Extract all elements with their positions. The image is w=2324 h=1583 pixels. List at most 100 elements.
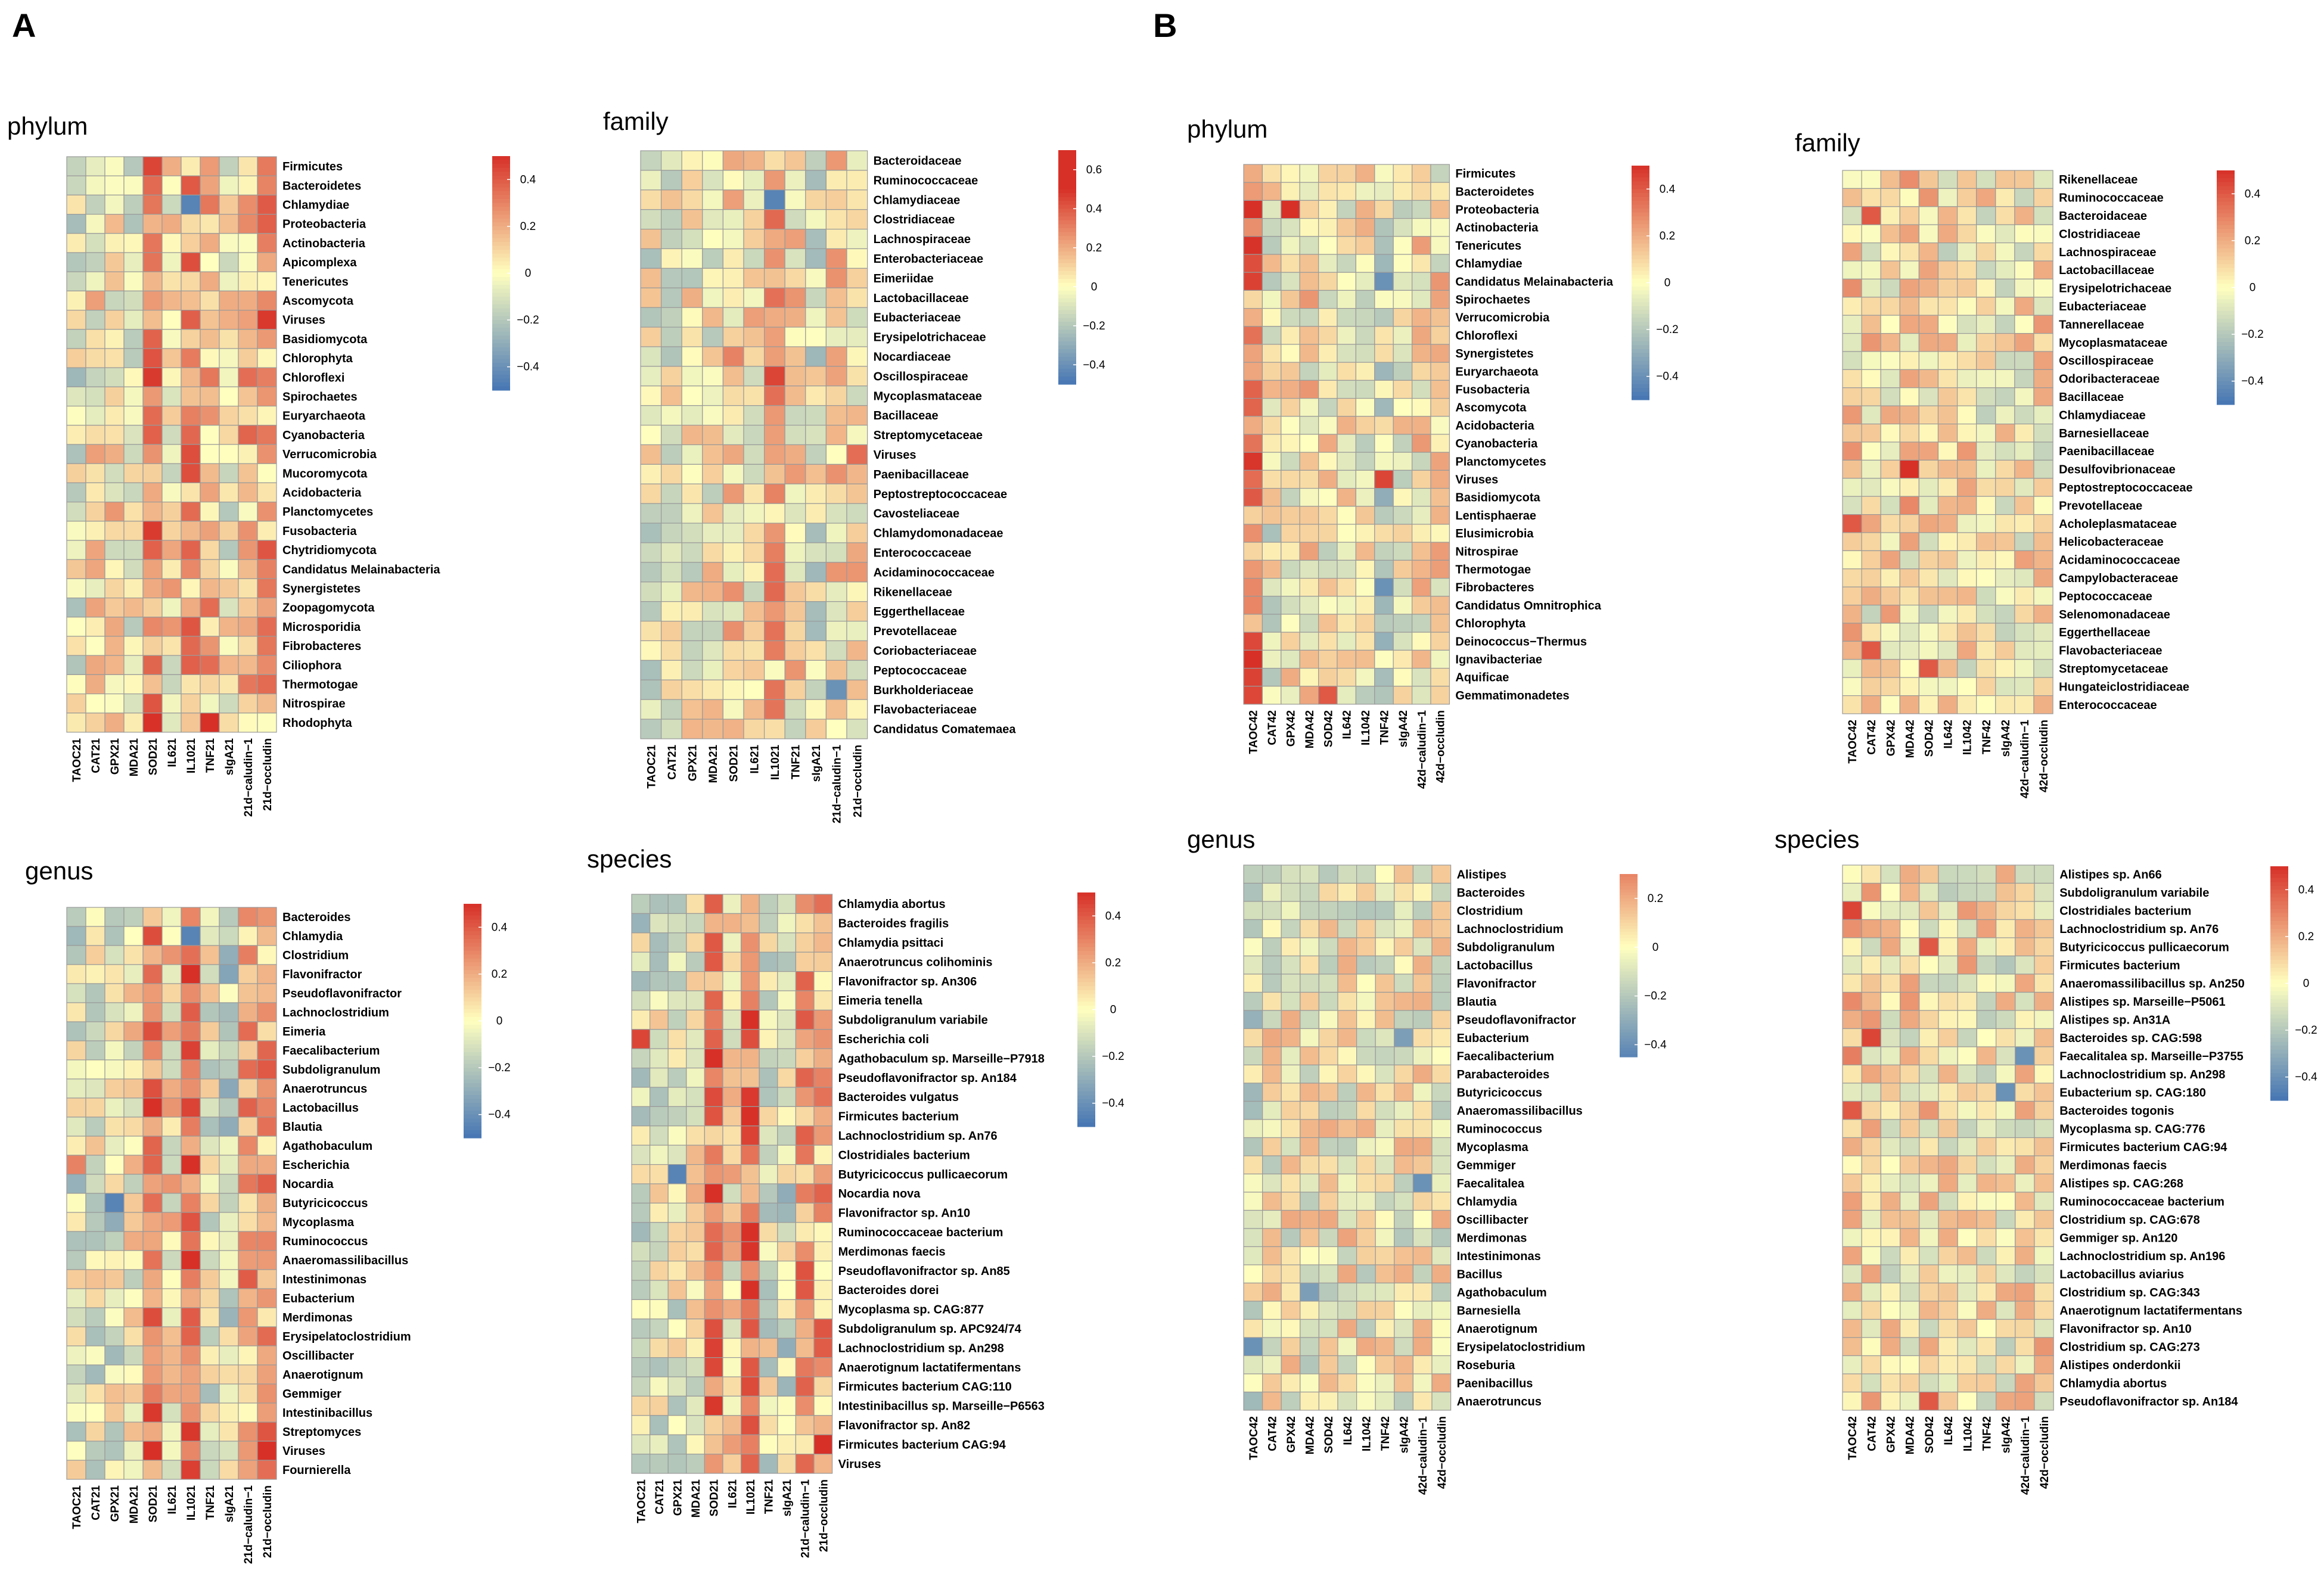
heatmap-cell <box>1995 532 2015 551</box>
legend-swatch <box>2270 999 2288 1003</box>
heatmap-cell <box>649 1087 669 1108</box>
legend-swatch <box>1632 360 1649 365</box>
heatmap-cell <box>722 679 744 700</box>
heatmap-cell <box>722 1087 742 1108</box>
heatmap-cell <box>142 1269 163 1289</box>
heatmap-cell <box>1281 577 1300 597</box>
column-label: 42d−caludin−1 <box>1417 1416 1430 1495</box>
heatmap-cell <box>1337 559 1356 579</box>
heatmap-cell <box>181 309 201 330</box>
heatmap-cell <box>667 1299 687 1320</box>
heatmap-cell <box>1919 1119 1939 1139</box>
legend-swatch <box>492 238 510 242</box>
heatmap-cell <box>759 1376 778 1397</box>
heatmap-cell <box>1880 1155 1901 1175</box>
heatmap-cell <box>181 926 201 946</box>
legend-tick-label: 0.2 <box>520 220 536 233</box>
row-label: Bacteroidetes <box>282 179 361 192</box>
heatmap-cell <box>1375 1046 1395 1066</box>
legend-swatch <box>1632 263 1649 268</box>
legend-swatch <box>464 1111 481 1115</box>
legend-tick-label: −0.4 <box>2295 1071 2317 1084</box>
heatmap-cell <box>1262 1192 1282 1211</box>
column-label: MDA42 <box>1304 1416 1317 1454</box>
heatmap-cell <box>1900 1173 1920 1193</box>
column-label: IL642 <box>1341 710 1354 739</box>
row-label: Basidiomycota <box>1455 492 1540 505</box>
legend-tick-label: −0.2 <box>488 1062 511 1074</box>
legend-swatch <box>1632 310 1649 315</box>
legend-swatch <box>492 210 510 215</box>
heatmap-cell <box>257 597 277 618</box>
heatmap-cell <box>1919 1246 1939 1265</box>
heatmap-cell <box>1430 307 1450 327</box>
heatmap-cell <box>1337 1391 1357 1411</box>
legend-swatch <box>492 183 510 188</box>
heatmap-cell <box>640 150 662 171</box>
heatmap-cell <box>1919 1373 1939 1393</box>
heatmap-cell <box>1937 640 1958 660</box>
heatmap-cell <box>1318 882 1338 902</box>
legend-swatch <box>464 1036 481 1041</box>
heatmap-cell <box>1880 1264 1901 1284</box>
heatmap-cell <box>66 271 86 292</box>
heatmap-cell <box>2015 1173 2035 1193</box>
heatmap-cell <box>1299 434 1319 453</box>
legend-swatch <box>2270 1077 2288 1081</box>
heatmap-cell <box>200 386 220 407</box>
column-label: TAOC21 <box>635 1479 648 1523</box>
legend-swatch <box>1632 282 1649 287</box>
heatmap-cell <box>777 1145 797 1165</box>
row-label: Burkholderiaceae <box>874 684 974 697</box>
legend-tick-label: 0 <box>525 268 532 280</box>
heatmap-cell <box>104 290 125 311</box>
column-label: IL621 <box>748 745 761 774</box>
heatmap-cell <box>702 287 724 308</box>
heatmap-cell <box>238 907 258 927</box>
heatmap-cell <box>1412 1373 1433 1393</box>
heatmap-cell <box>1300 1137 1320 1156</box>
heatmap-cell <box>238 578 258 599</box>
heatmap-cell <box>1375 937 1395 957</box>
heatmap-cell <box>1880 423 1900 443</box>
heatmap-cell <box>1842 351 1862 370</box>
heatmap-cell <box>161 463 182 484</box>
heatmap-cell <box>2015 1228 2035 1248</box>
heatmap-cell <box>257 521 277 541</box>
heatmap-cell <box>795 913 815 934</box>
row-label: Coriobacteriaceae <box>874 645 977 658</box>
heatmap-cell <box>1861 974 1881 993</box>
legend-swatch <box>464 1025 481 1030</box>
heatmap-cell <box>104 1078 125 1099</box>
legend-swatch <box>1632 341 1649 346</box>
heatmap-cell <box>1394 1100 1414 1120</box>
row-label: Erysipelotrichaceae <box>874 331 986 344</box>
heatmap-cell <box>181 907 201 927</box>
legend-swatch <box>1632 349 1649 353</box>
heatmap-cell <box>1262 667 1282 687</box>
heatmap-cell <box>825 601 847 622</box>
heatmap-cell <box>1281 1373 1301 1393</box>
heatmap-cell <box>1375 901 1395 920</box>
legend-swatch <box>464 935 481 940</box>
row-label: Butyricicoccus <box>1457 1086 1542 1099</box>
legend-tick-label: 0.4 <box>1086 203 1102 215</box>
heatmap-cell <box>238 1021 258 1041</box>
heatmap-cell <box>759 1067 778 1088</box>
row-label: Enterococcaceae <box>874 546 972 559</box>
legend-swatch <box>1632 294 1649 299</box>
heatmap-cell <box>777 1299 797 1320</box>
heatmap-cell <box>686 1106 706 1127</box>
heatmap-cell <box>686 1415 706 1435</box>
heatmap-cell <box>1899 623 1920 642</box>
heatmap-cell <box>142 1326 163 1346</box>
heatmap-cell <box>1919 1264 1939 1284</box>
heatmap-cell <box>784 719 806 739</box>
heatmap-cell <box>1412 991 1433 1011</box>
heatmap-cell <box>1356 1209 1376 1229</box>
heatmap-cell <box>1861 441 1881 461</box>
heatmap-cell <box>1243 1137 1263 1156</box>
heatmap-cell <box>1412 1064 1433 1084</box>
heatmap-title: phylum <box>7 112 88 140</box>
heatmap-cell <box>161 907 182 927</box>
